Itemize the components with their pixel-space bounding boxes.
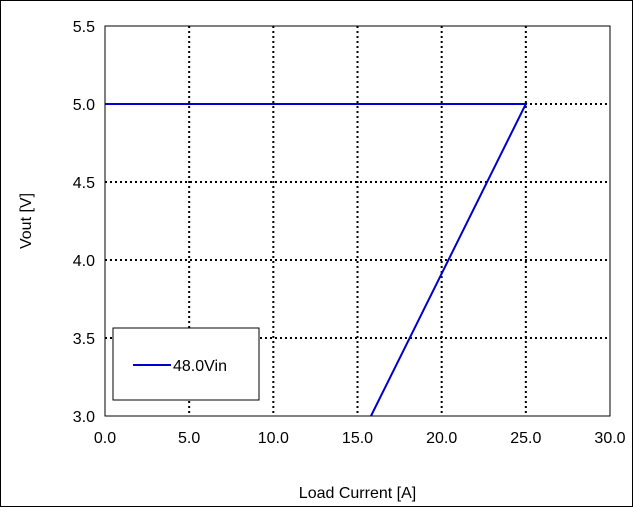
- y-tick-label: 3.0: [73, 409, 95, 426]
- y-axis-label: Vout [V]: [18, 193, 35, 249]
- x-tick-label: 20.0: [426, 430, 457, 447]
- x-tick-label: 0.0: [94, 430, 116, 447]
- legend: 48.0Vin: [112, 327, 260, 401]
- x-tick-label: 30.0: [594, 430, 625, 447]
- legend-label: 48.0Vin: [173, 358, 227, 375]
- x-axis-label: Load Current [A]: [299, 485, 416, 502]
- series-layer: [105, 103, 528, 417]
- series-line: [105, 103, 528, 417]
- x-tick-label: 5.0: [178, 430, 200, 447]
- x-tick-label: 15.0: [342, 430, 373, 447]
- y-tick-label: 4.0: [73, 253, 95, 270]
- legend-box: [112, 327, 260, 401]
- x-tick-label: 25.0: [510, 430, 541, 447]
- y-tick-label: 5.0: [73, 97, 95, 114]
- x-tick-label: 10.0: [258, 430, 289, 447]
- y-tick-label: 3.5: [73, 331, 95, 348]
- y-tick-label: 5.5: [73, 19, 95, 36]
- tick-labels: 0.0 5.0 10.0 15.0 20.0 25.0 30.0 3.0 3.5 4.0 4.5 5.…: [73, 19, 626, 447]
- y-tick-label: 4.5: [73, 175, 95, 192]
- plot-area: [104, 25, 611, 417]
